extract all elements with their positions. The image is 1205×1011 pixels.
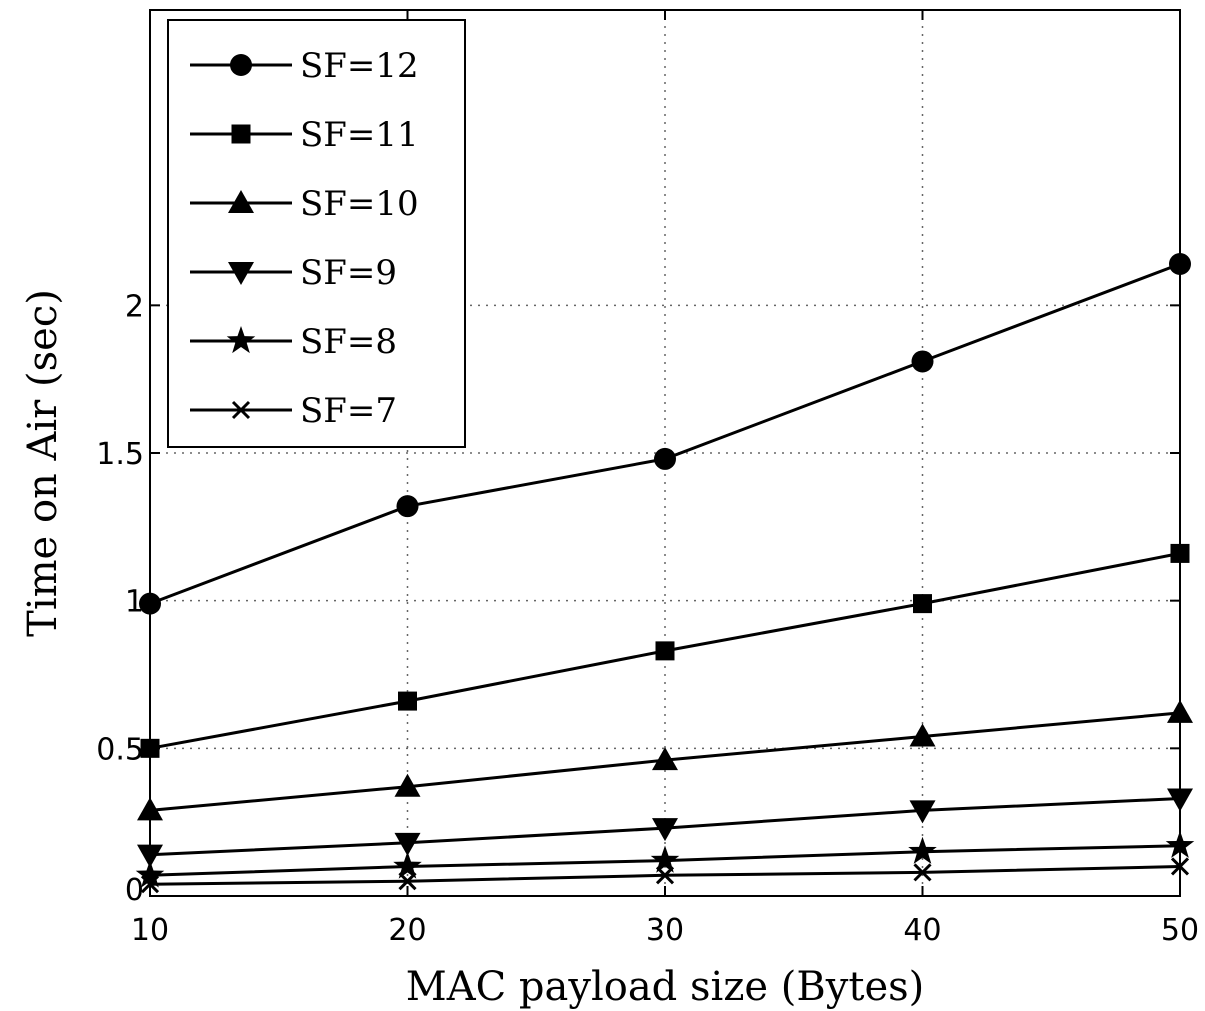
data-point-sf11 bbox=[398, 691, 417, 711]
data-point-sf9 bbox=[652, 818, 678, 842]
y-tick-label: 2 bbox=[125, 289, 144, 324]
data-point-sf11 bbox=[655, 641, 675, 661]
legend-item-sf8: SF=8 bbox=[190, 322, 397, 362]
legend-label: SF=11 bbox=[300, 115, 419, 155]
x-tick-label: 40 bbox=[903, 913, 941, 948]
legend-marker bbox=[226, 326, 256, 354]
data-point-sf10 bbox=[652, 747, 678, 771]
y-axis-label: Time on Air (sec) bbox=[20, 289, 66, 637]
legend-marker bbox=[228, 262, 254, 285]
legend-item-sf10: SF=10 bbox=[190, 184, 419, 224]
data-point-sf7 bbox=[398, 872, 417, 891]
y-tick-label: 1 bbox=[125, 585, 144, 620]
data-point-sf8 bbox=[908, 836, 937, 864]
x-marker-stroke bbox=[231, 400, 251, 420]
y-tick-label: 1.5 bbox=[96, 437, 144, 472]
legend-item-sf11: SF=11 bbox=[190, 115, 419, 155]
data-point-sf8 bbox=[650, 845, 680, 873]
y-tick-label: 0.5 bbox=[96, 732, 144, 767]
legend: SF=12 SF=11 SF=10 SF=9 SF=8 SF=7 bbox=[167, 19, 466, 448]
x-tick-label: 30 bbox=[646, 913, 684, 948]
y-tick-label: 0 bbox=[125, 873, 144, 908]
data-point-sf7 bbox=[913, 863, 932, 882]
x-tick-label: 50 bbox=[1161, 913, 1199, 948]
legend-label: SF=8 bbox=[300, 322, 397, 362]
x-marker-stroke bbox=[398, 872, 417, 891]
data-point-sf9 bbox=[394, 832, 421, 856]
data-point-sf9 bbox=[909, 800, 936, 824]
data-point-sf12 bbox=[396, 495, 419, 518]
x-axis-label: MAC payload size (Bytes) bbox=[406, 964, 925, 1010]
legend-item-sf12: SF=12 bbox=[190, 46, 419, 86]
data-point-sf10 bbox=[909, 723, 936, 747]
x-tick-label: 10 bbox=[131, 913, 169, 948]
data-point-sf8 bbox=[393, 851, 422, 879]
series-sf12 bbox=[139, 252, 1191, 615]
legend-label: SF=9 bbox=[300, 253, 397, 293]
legend-box bbox=[167, 19, 466, 448]
legend-marker bbox=[231, 124, 251, 144]
legend-label: SF=10 bbox=[300, 184, 419, 224]
x-marker-stroke bbox=[655, 866, 675, 885]
legend-item-sf7: SF=7 bbox=[190, 391, 397, 431]
x-tick-label: 20 bbox=[388, 913, 426, 948]
data-point-sf7 bbox=[655, 866, 675, 885]
legend-item-sf9: SF=9 bbox=[190, 253, 397, 293]
axis-ticks: 10 20 30 40 50 0 0.5 1 1.5 2 bbox=[96, 10, 1199, 948]
x-marker-stroke bbox=[913, 863, 932, 882]
data-point-sf12 bbox=[911, 350, 934, 373]
legend-marker bbox=[228, 190, 254, 213]
legend-label: SF=12 bbox=[300, 46, 419, 86]
legend-marker bbox=[231, 400, 251, 420]
data-point-sf12 bbox=[654, 447, 676, 470]
data-point-sf10 bbox=[394, 773, 421, 797]
legend-label: SF=7 bbox=[300, 391, 397, 431]
legend-marker bbox=[230, 54, 252, 76]
data-point-sf11 bbox=[913, 594, 932, 614]
